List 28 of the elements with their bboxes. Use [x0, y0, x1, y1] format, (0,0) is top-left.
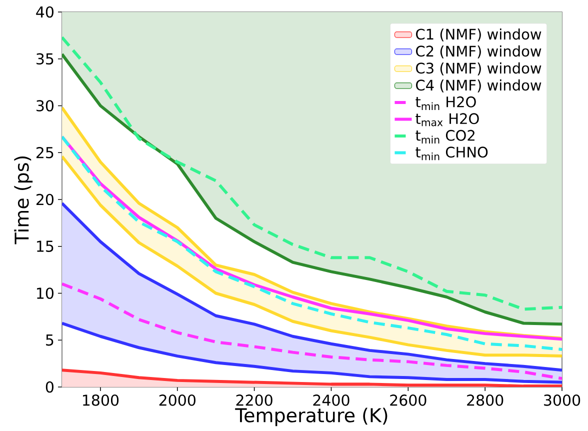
y-tick-label: 0 — [46, 381, 54, 393]
legend-label: C2 (NMF) window — [416, 45, 542, 58]
y-tick-label: 5 — [46, 334, 54, 346]
y-tick-label: 40 — [36, 6, 54, 18]
y-tick-label: 35 — [36, 53, 54, 65]
y-tick-label: 25 — [36, 146, 54, 158]
y-tick-label: 15 — [37, 240, 54, 252]
x-axis-title: Temperature (K) — [235, 408, 388, 426]
x-tick-label: 2400 — [313, 394, 350, 406]
y-tick-label: 20 — [36, 194, 54, 206]
legend-label: C1 (NMF) window — [416, 28, 542, 42]
line-series — [62, 322, 562, 384]
x-tick-label: 2600 — [390, 394, 426, 406]
x-tick-label: 2000 — [159, 394, 196, 406]
x-tick-label: 2800 — [467, 394, 504, 406]
y-tick-label: 10 — [37, 288, 54, 299]
legend-label: C4 (NMF) window — [416, 79, 542, 92]
legend-label: t$_{min}$ CO2 — [416, 130, 474, 144]
x-tick-label: 2200 — [236, 394, 272, 406]
y-axis-title: Time (ps) — [14, 156, 33, 244]
x-tick-label: 3000 — [544, 394, 580, 406]
line-series — [62, 282, 562, 380]
legend-label: t$_{min}$ CHNO — [416, 146, 488, 160]
x-tick-label: 1800 — [83, 394, 119, 406]
legend-label: t$_{min}$ H2O — [416, 96, 476, 110]
legend-label: C3 (NMF) window — [416, 62, 542, 76]
legend-label: t$_{max}$ H2O — [416, 113, 479, 126]
y-tick-label: 30 — [36, 100, 54, 112]
